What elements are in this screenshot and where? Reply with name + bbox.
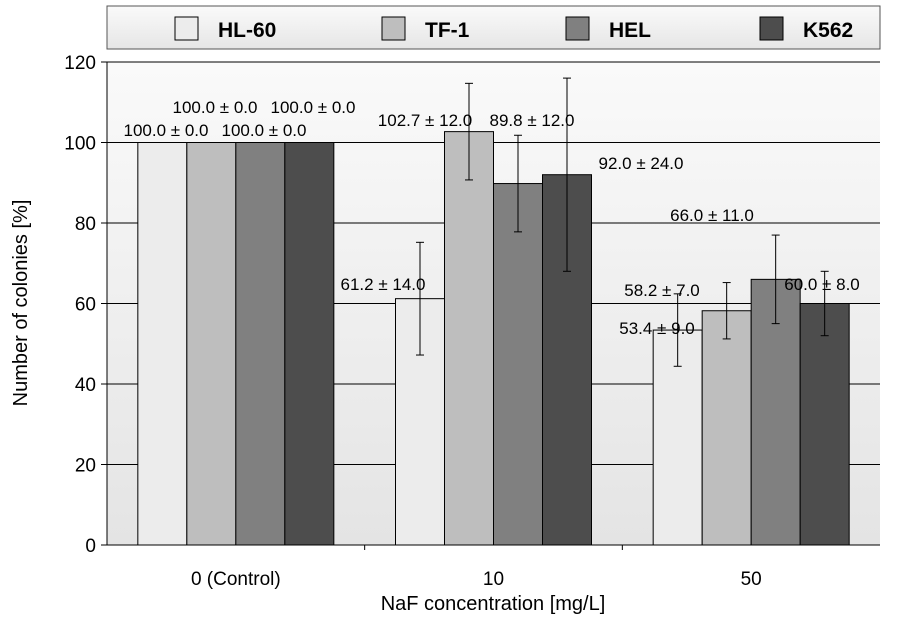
x-axis-ticks: 0 (Control) 10 50 [191, 545, 762, 590]
data-label: 60.0 ± 8.0 [784, 275, 860, 294]
data-label: 58.2 ± 7.0 [624, 281, 700, 300]
legend-swatch-k562 [759, 16, 784, 41]
data-label: 100.0 ± 0.0 [271, 98, 356, 117]
legend-swatch-tf-1 [381, 16, 406, 41]
legend-label: HL-60 [218, 19, 276, 42]
data-label: 66.0 ± 11.0 [670, 206, 754, 225]
x-tick-label: 0 (Control) [191, 569, 281, 590]
data-label: 89.8 ± 12.0 [490, 111, 575, 130]
legend-box [106, 5, 881, 50]
bar-tf-1-0 [186, 142, 237, 546]
data-label: 100.0 ± 0.0 [124, 121, 209, 140]
data-label: 53.4 ± 9.0 [619, 319, 695, 338]
bar-k562-0 [284, 142, 335, 546]
y-tick-label: 40 [75, 375, 96, 396]
legend-swatch-hl-60 [174, 16, 199, 41]
x-tick-label: 10 [483, 569, 504, 590]
x-tick-label: 50 [741, 569, 762, 590]
legend-swatch-hel [565, 16, 590, 41]
data-label: 92.0 ± 24.0 [599, 154, 684, 173]
bar-tf-1-2 [701, 310, 752, 546]
bar-hel-1 [493, 183, 543, 546]
data-label: 100.0 ± 0.0 [222, 121, 307, 140]
bar-tf-1-1 [444, 131, 494, 546]
bar-hl-60-0 [137, 142, 188, 546]
y-tick-label: 100 [64, 134, 96, 155]
y-tick-label: 120 [64, 53, 96, 74]
legend-label: K562 [803, 19, 853, 42]
y-axis-ticks: 0 20 40 60 80 100 120 [64, 53, 107, 557]
error-bars [158, 77, 829, 367]
y-tick-label: 0 [85, 536, 96, 557]
x-axis-title: NaF concentration [mg/L] [381, 593, 606, 615]
data-label: 102.7 ± 12.0 [378, 111, 472, 130]
data-labels: 100.0 ± 0.0 61.2 ± 14.0 53.4 ± 9.0 100.0 ± … [124, 98, 860, 338]
y-tick-label: 80 [75, 214, 96, 235]
legend-label: TF-1 [425, 19, 470, 42]
data-label: 61.2 ± 14.0 [341, 275, 426, 294]
data-label: 100.0 ± 0.0 [173, 98, 258, 117]
bar-k562-2 [799, 303, 850, 546]
y-tick-label: 60 [75, 295, 96, 316]
legend-label: HEL [609, 19, 651, 42]
y-axis-title: Number of colonies [%] [10, 200, 32, 407]
legend: HL-60 TF-1 HEL K562 [106, 5, 881, 50]
bar-hel-0 [235, 142, 286, 546]
y-tick-label: 20 [75, 456, 96, 477]
